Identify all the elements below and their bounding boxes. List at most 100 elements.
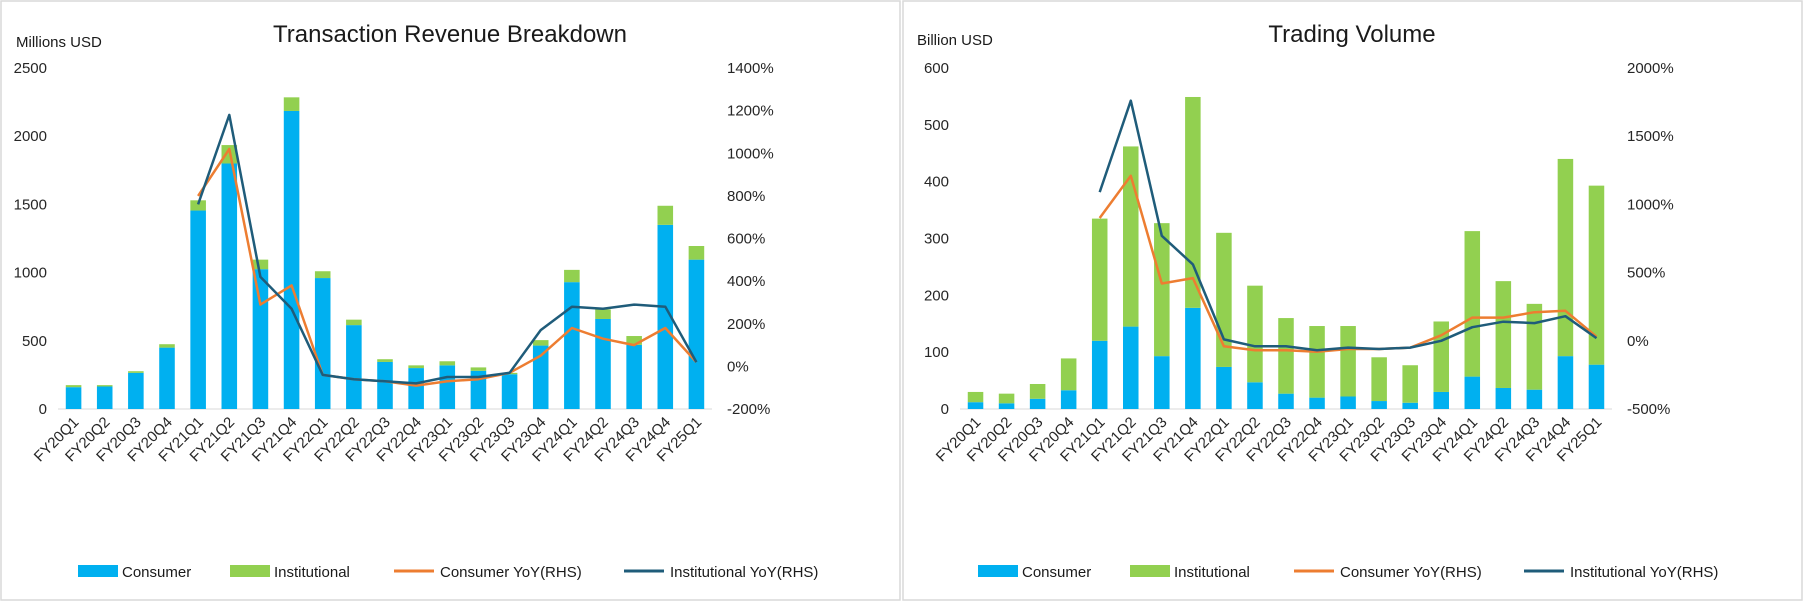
bar-consumer-FY24Q3 [626,344,642,409]
trading-volume-chart-panel: Trading Volume Billion USD 0 100 200 300 400… [902,0,1803,601]
trading-volume-chart-title: Trading Volume [1268,21,1435,48]
y2-tick-label: 1500% [1627,128,1674,145]
revenue-chart-title: Transaction Revenue Breakdown [273,21,627,48]
bar-institutional-FY22Q3 [377,359,393,362]
bar-institutional-FY21Q1 [1091,218,1108,341]
bar-institutional-FY23Q1 [439,361,456,366]
y2-tick-label: 500% [1627,265,1665,282]
revenue-chart-panel: Transaction Revenue Breakdown Millions U… [0,0,901,601]
bar-institutional-FY24Q2 [1495,281,1512,388]
bar-institutional-FY22Q1 [314,271,331,279]
y-tick-label: 400 [924,174,949,191]
bar-consumer-FY21Q3 [1154,356,1170,409]
bar-consumer-FY20Q2 [998,403,1015,409]
bar-consumer-FY21Q2 [221,163,238,409]
legend-label-institutional-yoy: Institutional YoY(RHS) [670,564,818,581]
y-tick-label: 100 [924,344,949,361]
bar-consumer-FY23Q1 [1340,396,1356,409]
bar-institutional-FY20Q1 [967,391,984,403]
trading-volume-chart-legend: Consumer Institutional Consumer YoY(RHS)… [978,564,1718,581]
bar-institutional-FY21Q2 [1123,146,1139,327]
y-tick-label: 0 [39,401,47,418]
bar-consumer-FY24Q2 [1495,387,1512,409]
bar-consumer-FY23Q3 [501,374,518,409]
bar-consumer-FY21Q2 [1123,326,1139,409]
y2-tick-label: 1000% [1627,196,1674,213]
y2-tick-label: 200% [727,316,765,333]
bar-consumer-FY22Q1 [1216,366,1232,409]
bar-consumer-FY23Q4 [532,345,549,409]
y2-tick-label: 1000% [727,145,774,162]
bar-consumer-FY20Q2 [96,386,113,409]
bar-institutional-FY25Q1 [688,246,705,260]
y2-tick-label: 0% [1627,333,1649,350]
bar-institutional-FY23Q3 [1402,365,1418,403]
bar-institutional-FY20Q2 [96,385,113,387]
line-consumer-yoy [197,147,698,387]
bar-institutional-FY24Q1 [564,269,580,283]
y-tick-label: 2500 [14,60,47,77]
bar-institutional-FY22Q3 [1278,318,1294,394]
bar-consumer-FY25Q1 [688,259,705,409]
bar-consumer-FY20Q3 [1029,398,1046,409]
y-tick-label: 600 [924,60,949,77]
legend-swatch-consumer [78,565,118,577]
bar-institutional-FY21Q3 [252,259,269,270]
legend-swatch-consumer [978,565,1018,577]
legend-label-consumer-yoy: Consumer YoY(RHS) [440,564,582,581]
bar-consumer-FY22Q2 [346,325,362,409]
line-consumer-yoy [1098,174,1598,353]
revenue-chart-ylabel: Millions USD [16,34,102,51]
bar-consumer-FY23Q4 [1433,391,1449,409]
legend-label-consumer-yoy: Consumer YoY(RHS) [1340,564,1482,581]
legend-swatch-institutional [1130,565,1170,577]
y-tick-label: 200 [924,287,949,304]
bar-institutional-FY21Q1 [190,200,206,211]
y-tick-label: 300 [924,231,949,248]
legend-label-institutional-yoy: Institutional YoY(RHS) [1570,564,1718,581]
y2-tick-label: 400% [727,273,765,290]
bar-institutional-FY21Q4 [283,97,300,111]
bar-consumer-FY24Q2 [595,318,611,409]
y2-tick-label: -200% [727,401,770,418]
bar-consumer-FY22Q3 [377,361,393,409]
bar-consumer-FY21Q4 [1185,307,1201,409]
bar-consumer-FY23Q2 [1371,401,1387,409]
bar-institutional-FY20Q1 [65,385,82,388]
bar-institutional-FY22Q1 [1216,232,1232,367]
revenue-chart-legend: Consumer Institutional Consumer YoY(RHS)… [78,564,818,581]
bar-institutional-FY24Q1 [1464,231,1481,377]
trading-volume-chart-ylabel: Billion USD [917,32,993,49]
y2-tick-label: -500% [1627,401,1670,418]
bar-consumer-FY20Q1 [65,387,82,409]
y2-tick-label: 2000% [1627,60,1674,77]
trading-volume-chart-border [902,0,1803,601]
line-institutional-yoy [1098,99,1598,352]
bar-institutional-FY23Q2 [470,367,487,371]
bar-institutional-FY22Q2 [346,319,362,326]
bar-consumer-FY25Q1 [1588,364,1605,409]
y-tick-label: 1000 [14,265,47,282]
y-tick-label: 500 [22,333,47,350]
bar-institutional-FY20Q2 [998,393,1015,404]
y2-tick-label: 0% [727,358,749,375]
line-institutional-yoy [196,113,698,385]
bar-institutional-FY24Q3 [1526,303,1543,390]
bar-institutional-FY22Q2 [1247,285,1263,383]
bar-consumer-FY24Q4 [1557,356,1574,409]
legend-swatch-institutional [230,565,270,577]
bar-institutional-FY24Q4 [657,205,674,225]
bar-consumer-FY20Q4 [1060,390,1077,409]
bar-consumer-FY20Q1 [967,402,984,409]
legend-label-consumer: Consumer [1022,564,1091,581]
legend-label-institutional: Institutional [1174,564,1250,581]
bar-consumer-FY22Q4 [408,368,424,409]
bar-institutional-FY23Q4 [532,340,549,346]
y2-tick-label: 800% [727,188,765,205]
revenue-chart-border [0,0,901,601]
bar-institutional-FY20Q3 [128,371,144,373]
y2-tick-label: 600% [727,231,765,248]
y-tick-label: 500 [924,117,949,134]
bar-consumer-FY24Q3 [1526,389,1543,409]
